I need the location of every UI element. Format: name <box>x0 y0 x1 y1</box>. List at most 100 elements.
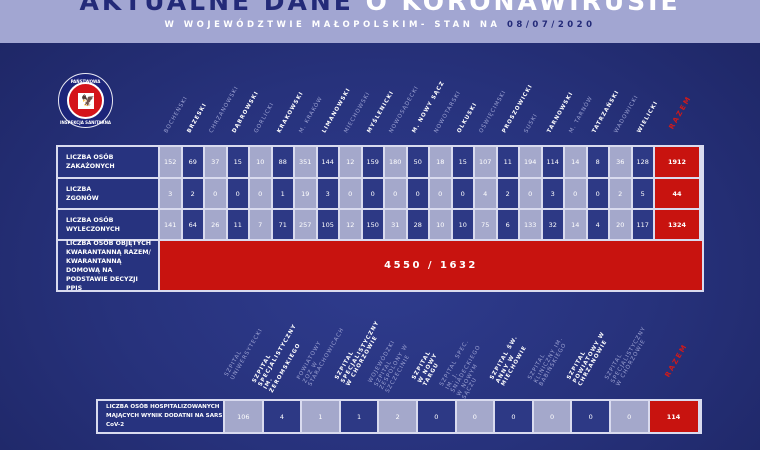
value-cell: 2 <box>379 401 416 432</box>
table-row: LICZBA OSÓB WYLECZONYCH 141 64 26 11 7 71 257 10… <box>58 210 699 239</box>
value-cell: 105 <box>317 210 338 239</box>
value-cell: 0 <box>533 401 571 432</box>
value-cell: 20 <box>610 210 631 239</box>
value-cell: 4 <box>263 401 301 432</box>
polish-eagle-icon: 🦅 <box>81 94 95 107</box>
value-cell: 14 <box>565 147 586 177</box>
row-label: LICZBA OSÓB ZAKAŻONYCH <box>58 147 158 177</box>
district-header: BRZESKI <box>186 102 209 135</box>
value-cell: 0 <box>250 179 271 208</box>
value-cell: 2 <box>610 179 631 208</box>
value-cell: 0 <box>417 401 455 432</box>
value-cell: 3 <box>160 179 181 208</box>
value-cell: 36 <box>610 147 631 177</box>
value-cell: 114 <box>542 147 563 177</box>
value-cell: 88 <box>272 147 293 177</box>
value-cell: 133 <box>520 210 541 239</box>
value-cell: 107 <box>475 147 496 177</box>
value-cell: 28 <box>407 210 428 239</box>
table-row: LICZBA OSÓB ZAKAŻONYCH 152 69 37 15 10 88 351 14… <box>58 147 699 177</box>
value-cell: 0 <box>362 179 383 208</box>
district-header: OLKUSKI <box>456 101 479 135</box>
total-cell: 1912 <box>655 147 699 177</box>
quarantine-row: LICZBA OSÓB OBJĘTYCH KWARANTANNĄ RAZEM/ … <box>58 240 702 292</box>
report-date: 08/07/2020 <box>506 20 596 30</box>
value-cell: 0 <box>385 179 406 208</box>
value-cell: 15 <box>452 147 473 177</box>
value-cell: 37 <box>205 147 226 177</box>
value-cell: 15 <box>227 147 248 177</box>
value-cell: 10 <box>430 210 451 239</box>
value-cell: 64 <box>182 210 203 239</box>
value-cell: 152 <box>160 147 181 177</box>
value-cell: 19 <box>295 179 316 208</box>
value-cell: 117 <box>632 210 653 239</box>
value-cell: 194 <box>520 147 541 177</box>
value-cell: 69 <box>182 147 203 177</box>
value-cell: 180 <box>385 147 406 177</box>
value-cell: 0 <box>587 179 608 208</box>
sanepid-logo: PAŃSTWOWA 🦅 INSPEKCJA SANITARNA <box>58 73 113 128</box>
value-cell: 3 <box>542 179 563 208</box>
quarantine-value: 4550 / 1632 <box>160 241 702 290</box>
district-header: M. TARNÓW <box>568 95 595 135</box>
value-cell: 128 <box>632 147 653 177</box>
district-header: WIELICKI <box>636 100 660 135</box>
district-table: LICZBA OSÓB ZAKAŻONYCH 152 69 37 15 10 88 351 14… <box>56 145 704 292</box>
value-cell: 26 <box>205 210 226 239</box>
total-header: RAZEM <box>667 94 694 131</box>
hospital-table: LICZBA OSÓB HOSPITALIZOWANYCH MAJĄCYCH W… <box>96 399 702 434</box>
value-cell: 11 <box>497 147 518 177</box>
value-cell: 0 <box>205 179 226 208</box>
value-cell: 11 <box>227 210 248 239</box>
value-cell: 0 <box>340 179 361 208</box>
value-cell: 144 <box>317 147 338 177</box>
value-cell: 50 <box>407 147 428 177</box>
value-cell: 14 <box>565 210 586 239</box>
table-row: LICZBA ZGONÓW 3 2 0 0 0 1 19 3 0 0 0 0 0 0 4 2 0 3 0 0 2 5 44 <box>58 179 699 208</box>
value-cell: 0 <box>495 401 532 432</box>
value-cell: 71 <box>272 210 293 239</box>
value-cell: 7 <box>250 210 271 239</box>
value-cell: 141 <box>160 210 181 239</box>
value-cell: 351 <box>295 147 316 177</box>
value-cell: 0 <box>456 401 494 432</box>
total-cell: 1324 <box>655 210 699 239</box>
value-cell: 3 <box>317 179 338 208</box>
value-cell: 4 <box>587 210 608 239</box>
value-cell: 0 <box>452 179 473 208</box>
value-cell: 0 <box>430 179 451 208</box>
value-cell: 2 <box>182 179 203 208</box>
value-cell: 0 <box>520 179 541 208</box>
value-cell: 12 <box>340 210 361 239</box>
value-cell: 12 <box>340 147 361 177</box>
value-cell: 0 <box>610 401 648 432</box>
value-cell: 106 <box>225 401 262 432</box>
value-cell: 257 <box>295 210 316 239</box>
value-cell: 0 <box>227 179 248 208</box>
value-cell: 5 <box>632 179 653 208</box>
page-title: AKTUALNE DANE O KORONAWIRUSIE <box>79 0 681 16</box>
hospital-header: SZPITAL SPEC. IM. J. ŚNIADECKIEGO W NOWY… <box>438 338 483 401</box>
value-cell: 1 <box>340 401 378 432</box>
row-label: LICZBA OSÓB WYLECZONYCH <box>58 210 158 239</box>
row-label: LICZBA OSÓB HOSPITALIZOWANYCH MAJĄCYCH W… <box>98 401 223 432</box>
district-header: BOCHEŃSKI <box>163 95 190 135</box>
value-cell: 1 <box>272 179 293 208</box>
row-label: LICZBA ZGONÓW <box>58 179 158 208</box>
value-cell: 159 <box>362 147 383 177</box>
total-cell: 44 <box>655 179 699 208</box>
value-cell: 1 <box>302 401 339 432</box>
value-cell: 10 <box>250 147 271 177</box>
page-subtitle: W WOJEWÓDZTWIE MAŁOPOLSKIM- STAN NA 08/0… <box>164 20 596 30</box>
district-header: M. KRAKÓW <box>298 95 325 135</box>
value-cell: 75 <box>475 210 496 239</box>
value-cell: 6 <box>497 210 518 239</box>
value-cell: 0 <box>407 179 428 208</box>
total-header: RAZEM <box>663 342 689 379</box>
value-cell: 2 <box>497 179 518 208</box>
value-cell: 8 <box>587 147 608 177</box>
value-cell: 31 <box>385 210 406 239</box>
total-cell: 114 <box>649 401 698 432</box>
quarantine-label: LICZBA OSÓB OBJĘTYCH KWARANTANNĄ RAZEM/ … <box>58 240 158 292</box>
